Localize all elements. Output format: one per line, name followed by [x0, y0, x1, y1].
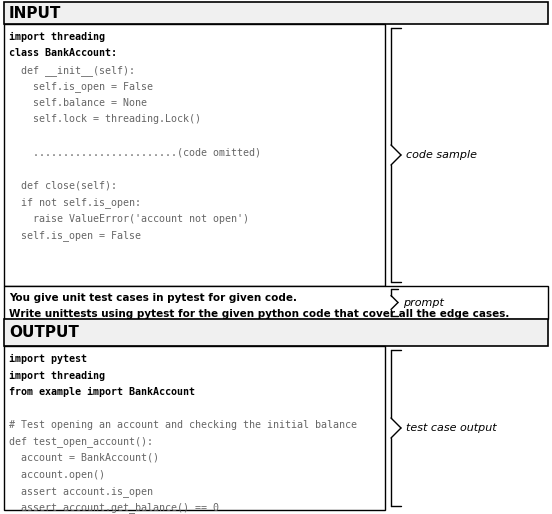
Text: code sample: code sample — [406, 150, 477, 160]
Text: # Test opening an account and checking the initial balance: # Test opening an account and checking t… — [9, 420, 357, 430]
Text: def close(self):: def close(self): — [9, 180, 117, 191]
Text: self.lock = threading.Lock(): self.lock = threading.Lock() — [9, 115, 201, 124]
Text: self.balance = None: self.balance = None — [9, 98, 147, 108]
Text: Write unittests using pytest for the given python code that cover all the edge c: Write unittests using pytest for the giv… — [9, 309, 509, 319]
Text: from example import BankAccount: from example import BankAccount — [9, 387, 195, 397]
Bar — [4, 346, 385, 510]
Bar — [4, 2, 548, 24]
Text: test case output: test case output — [406, 423, 497, 433]
Text: assert account.get_balance() == 0: assert account.get_balance() == 0 — [9, 503, 219, 513]
Bar — [4, 24, 385, 286]
Bar — [4, 319, 548, 346]
Text: self.is_open = False: self.is_open = False — [9, 230, 141, 241]
Text: account.open(): account.open() — [9, 469, 105, 480]
Text: raise ValueError('account not open'): raise ValueError('account not open') — [9, 213, 249, 224]
Text: INPUT: INPUT — [9, 6, 61, 21]
Text: if not self.is_open:: if not self.is_open: — [9, 197, 141, 208]
Text: self.is_open = False: self.is_open = False — [9, 82, 153, 93]
Text: account = BankAccount(): account = BankAccount() — [9, 453, 159, 463]
Bar — [4, 286, 548, 319]
Text: def test_open_account():: def test_open_account(): — [9, 436, 153, 447]
Text: import threading: import threading — [9, 32, 105, 42]
Text: ........................(code omitted): ........................(code omitted) — [9, 148, 261, 157]
Text: import threading: import threading — [9, 371, 105, 380]
Text: def __init__(self):: def __init__(self): — [9, 65, 135, 76]
Text: OUTPUT: OUTPUT — [9, 325, 79, 340]
Text: class BankAccount:: class BankAccount: — [9, 48, 117, 59]
Text: assert account.is_open: assert account.is_open — [9, 486, 153, 497]
Text: import pytest: import pytest — [9, 354, 87, 364]
Text: You give unit test cases in pytest for given code.: You give unit test cases in pytest for g… — [9, 293, 297, 303]
Text: prompt: prompt — [403, 298, 444, 307]
